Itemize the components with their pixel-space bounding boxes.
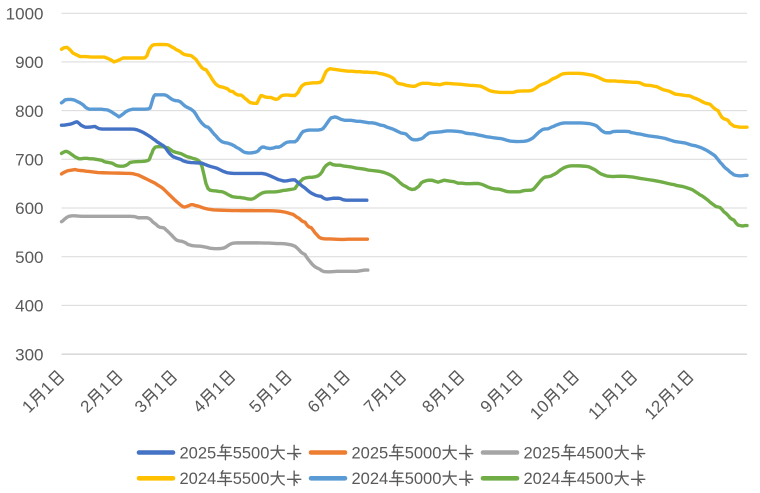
svg-text:4500: 4500 [577, 444, 614, 462]
svg-text:5000: 5000 [405, 470, 442, 488]
svg-text:2024: 2024 [524, 470, 561, 488]
svg-text:5000: 5000 [405, 444, 442, 462]
svg-text:900: 900 [15, 53, 43, 72]
svg-text:600: 600 [15, 199, 43, 218]
svg-text:2025: 2025 [524, 444, 561, 462]
svg-text:800: 800 [15, 102, 43, 121]
svg-text:5500: 5500 [233, 444, 270, 462]
svg-text:700: 700 [15, 151, 43, 170]
svg-text:300: 300 [15, 345, 43, 364]
svg-text:400: 400 [15, 297, 43, 316]
svg-text:2025: 2025 [180, 444, 217, 462]
svg-text:5500: 5500 [233, 470, 270, 488]
svg-text:2025: 2025 [352, 444, 389, 462]
svg-text:1000: 1000 [6, 4, 44, 23]
svg-text:2024: 2024 [180, 470, 217, 488]
svg-text:500: 500 [15, 248, 43, 267]
svg-text:4500: 4500 [577, 470, 614, 488]
svg-text:2024: 2024 [352, 470, 389, 488]
